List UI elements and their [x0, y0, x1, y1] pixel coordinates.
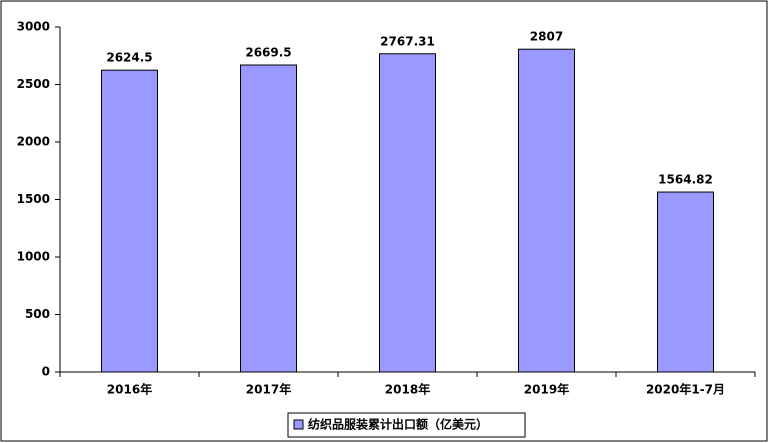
legend-box: [287, 412, 526, 438]
value-label: 2669.5: [245, 46, 291, 60]
x-tick-label: 2018年: [385, 382, 430, 397]
legend-label: 纺织品服装累计出口额（亿美元）: [308, 417, 488, 432]
bar: [379, 53, 436, 373]
y-tick-label: 500: [25, 307, 50, 321]
y-tick-label: 2000: [17, 135, 50, 149]
bar: [657, 191, 714, 373]
bar: [240, 64, 297, 373]
bar: [518, 48, 575, 373]
y-tick-label: 0: [42, 365, 50, 379]
y-tick-label: 2500: [17, 77, 50, 91]
y-tick-label: 3000: [17, 20, 50, 34]
y-tick-label: 1500: [17, 192, 50, 206]
bar: [101, 69, 158, 373]
value-label: 2624.5: [106, 51, 152, 65]
legend-swatch: [293, 419, 304, 430]
x-tick-label: 2019年: [524, 382, 569, 397]
x-tick-label: 2016年: [107, 382, 152, 397]
y-tick-label: 1000: [17, 250, 50, 264]
value-label: 1564.82: [658, 173, 713, 187]
value-label: 2767.31: [380, 34, 435, 48]
x-tick-label: 2017年: [246, 382, 291, 397]
value-label: 2807: [530, 30, 563, 44]
x-tick-label: 2020年1-7月: [646, 382, 725, 397]
